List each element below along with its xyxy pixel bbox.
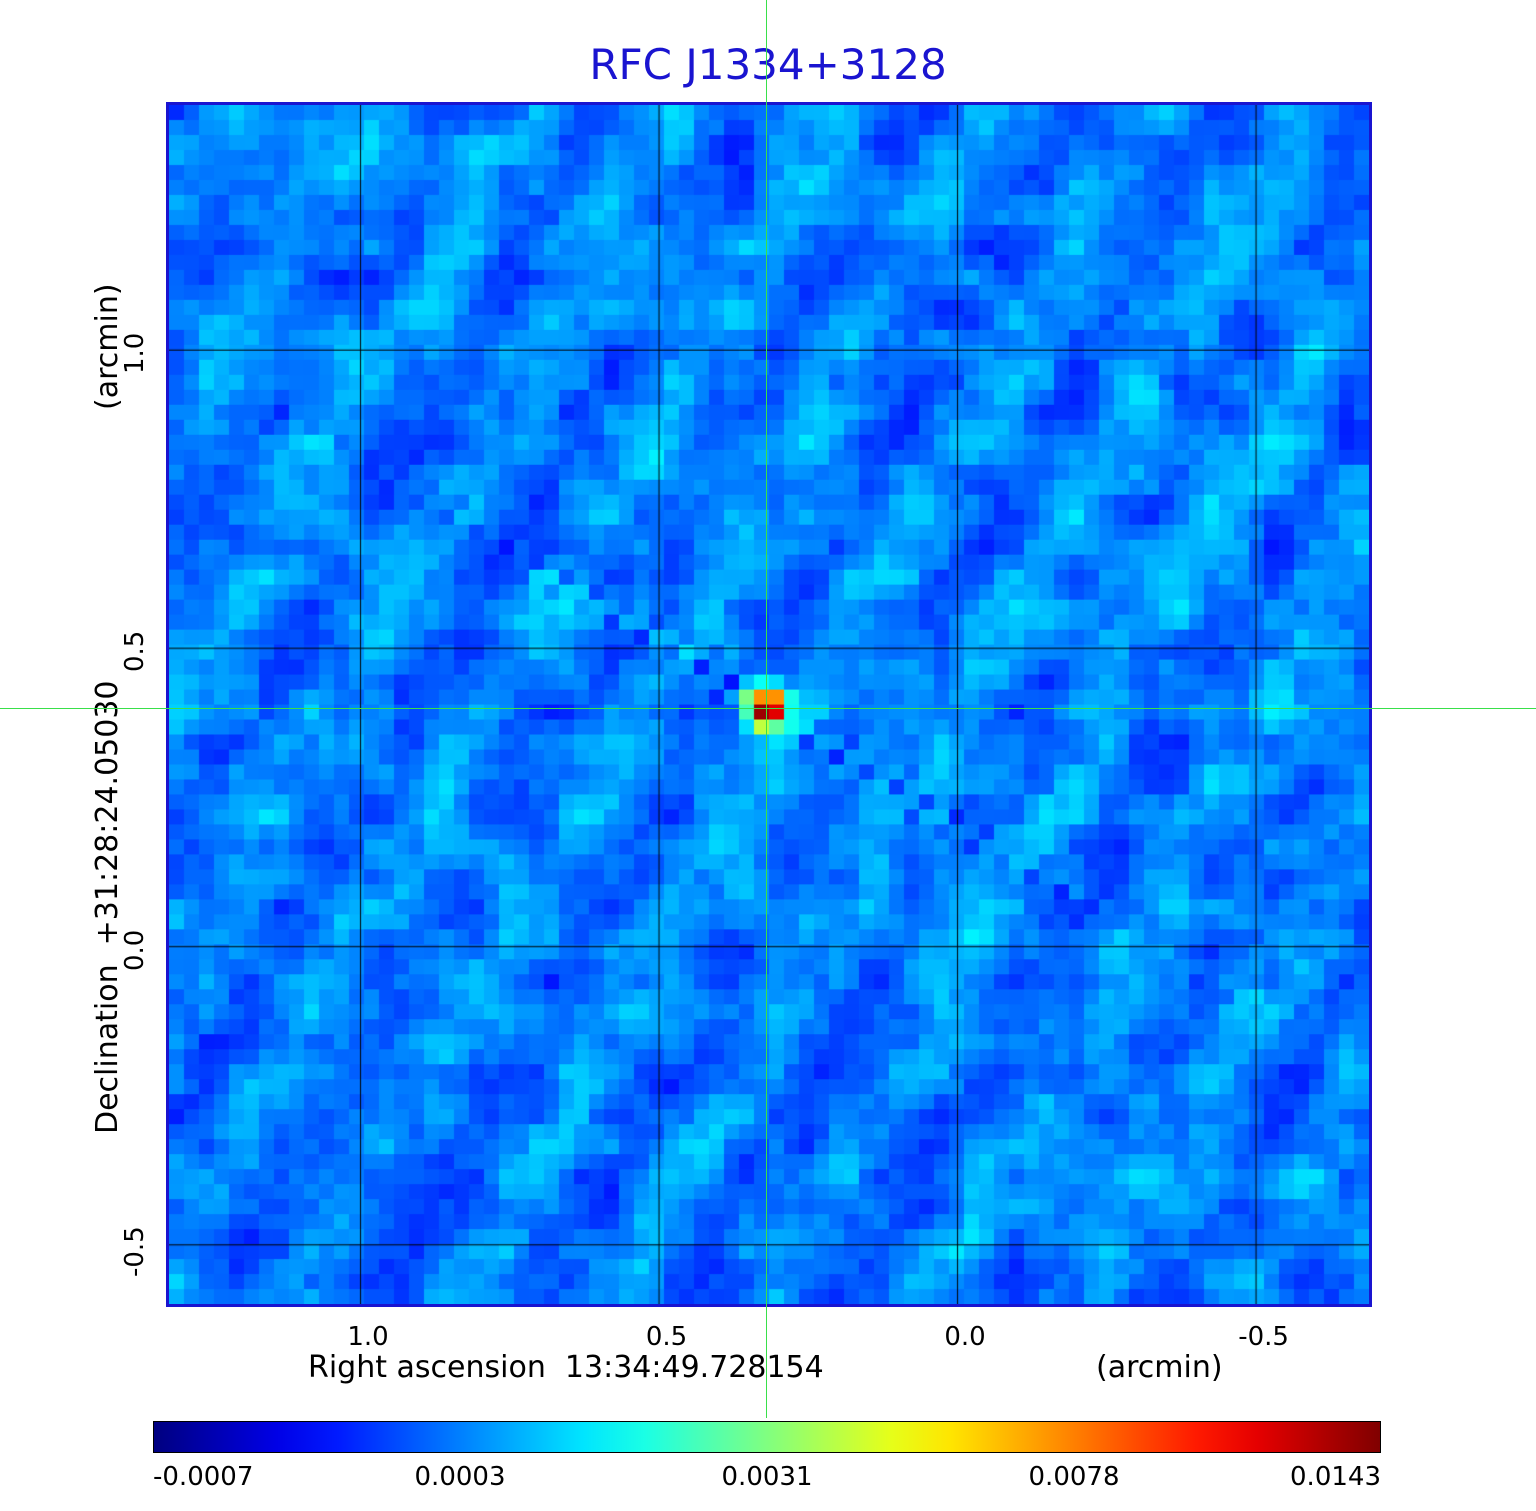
y-tick-label: 0.5	[120, 630, 150, 673]
x-tick-label: 1.0	[347, 1322, 389, 1352]
x-tick-label: 0.0	[944, 1322, 986, 1352]
x-tick-label: -0.5	[1238, 1322, 1289, 1352]
x-tick-label: 0.5	[645, 1322, 688, 1352]
x-axis-unit: (arcmin)	[1096, 1350, 1223, 1385]
chart-title: RFC J1334+3128	[589, 40, 947, 89]
sky-image	[169, 105, 1369, 1304]
colorbar-label: 0.0003	[414, 1462, 506, 1492]
crosshair-vertical	[766, 0, 767, 1418]
y-axis-unit: (arcmin)	[90, 283, 125, 410]
y-tick-label: -0.5	[120, 1226, 150, 1278]
colorbar	[153, 1421, 1381, 1453]
colorbar-label: 0.0078	[1028, 1462, 1120, 1492]
colorbar-label: 0.0031	[721, 1462, 813, 1492]
crosshair-horizontal	[0, 708, 1536, 709]
x-axis-label: Right ascension 13:34:49.728154	[308, 1350, 824, 1385]
y-axis-label: Declination +31:28:24.05030	[90, 680, 125, 1134]
colorbar-label: -0.0007	[153, 1462, 254, 1492]
plot-area[interactable]	[166, 102, 1372, 1307]
colorbar-label: 0.0143	[1290, 1462, 1381, 1492]
